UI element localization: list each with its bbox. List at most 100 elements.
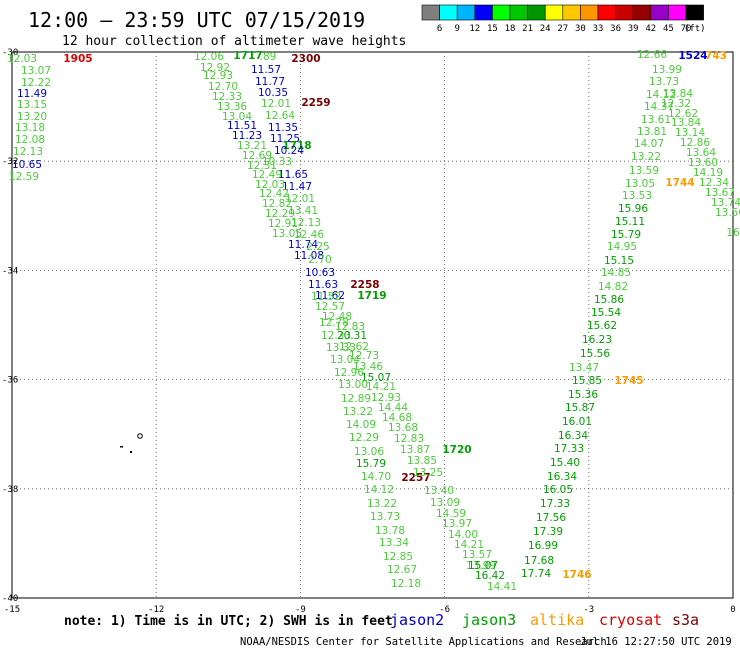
swh-value-label: 14.07 — [634, 138, 664, 150]
swh-value-label: 14.12 — [364, 484, 394, 496]
swh-value-label: 12.29 — [265, 208, 295, 220]
legend-swatch — [509, 4, 528, 21]
satellite-s3a: s3a — [672, 611, 699, 629]
swh-value-label: 12.89 — [341, 393, 371, 405]
swh-value-label: 13.22 — [631, 151, 661, 163]
lon-tick-label: -9 — [295, 605, 306, 615]
swh-value-label: 12.85 — [383, 551, 413, 563]
swh-value-label: 14.70 — [361, 471, 391, 483]
swh-value-label: 10.63 — [305, 267, 335, 279]
swh-value-label: 13.15 — [17, 99, 47, 111]
swh-value-label: 11.08 — [294, 250, 324, 262]
swh-value-label: 12.32 — [661, 98, 691, 110]
satellite-legend: jason2 jason3 altika cryosat s3a — [390, 611, 699, 629]
legend-label: 36 — [610, 24, 621, 34]
legend-label: 21 — [522, 24, 533, 34]
swh-value-label: 11.74 — [288, 239, 318, 251]
swh-value-label: 13.84 — [663, 88, 693, 100]
swh-value-label: 11.35 — [268, 122, 298, 134]
swh-value-label: 16.34 — [558, 430, 588, 442]
swh-value-label: .89 — [260, 51, 277, 63]
swh-value-label: 13.73 — [649, 76, 679, 88]
swh-value-label: 17.56 — [536, 512, 566, 524]
lat-tick-label: -34 — [2, 266, 18, 276]
swh-value-label: 13.05 — [272, 228, 302, 240]
swh-value-label: 13.56 — [715, 207, 740, 219]
swh-value-label: 10.35 — [258, 87, 288, 99]
legend-swatch — [421, 4, 440, 21]
swh-value-label: 12.64 — [265, 110, 295, 122]
lon-tick-label: 0 — [730, 605, 735, 615]
legend-label: 27 — [557, 24, 568, 34]
swh-value-label: 13.09 — [430, 497, 460, 509]
swh-value-label: 12.82 — [262, 198, 292, 210]
swh-value-label: 12.70 — [208, 81, 238, 93]
swh-value-label: 16.05 — [543, 484, 573, 496]
swh-value-label: 13.18 — [15, 122, 45, 134]
timestamp: Jul 16 12:27:50 UTC 2019 — [580, 636, 732, 648]
swh-value-label: 13.81 — [637, 126, 667, 138]
lon-tick-label: -3 — [583, 605, 594, 615]
swh-value-label: 12.62 — [339, 341, 369, 353]
swh-value-label: 13.14 — [675, 127, 705, 139]
pass-time-label: 743 — [705, 50, 727, 62]
page-title: 12:00 – 23:59 UTC 07/15/2019 — [28, 8, 365, 32]
longitude-tick-labels: -15 -12 -9 -6 -3 0 — [4, 605, 736, 615]
swh-value-label: 14.85 — [601, 267, 631, 279]
legend-label: 12 — [469, 24, 480, 34]
pass-time-label: 1720 — [442, 444, 471, 456]
swh-value-label: 12.08 — [15, 134, 45, 146]
latitude-tick-labels: -30 -32 -34 -36 -38 -40 — [2, 48, 18, 604]
swh-value-label: 15.15 — [604, 255, 634, 267]
legend-label: 18 — [505, 24, 516, 34]
lon-tick-label: -6 — [439, 605, 450, 615]
legend-swatch — [474, 4, 493, 21]
swh-value-label: 13.57 — [462, 549, 492, 561]
swh-value-label: 14.82 — [598, 281, 628, 293]
swh-value-label: 13.05 — [625, 178, 655, 190]
swh-value-label: 16 — [726, 227, 740, 239]
swh-value-label: 13.07 — [21, 65, 51, 77]
swh-value-label: 13.36 — [217, 101, 247, 113]
swh-value-label: 12.22 — [21, 77, 51, 89]
legend-label: 45 — [663, 24, 674, 34]
legend-label: 24 — [540, 24, 551, 34]
pass-time-label: 1524 — [678, 50, 707, 62]
legend-label: 15 — [487, 24, 498, 34]
lat-tick-label: -40 — [2, 594, 18, 604]
legend-swatch — [492, 4, 511, 21]
swh-value-label: 14.37 — [644, 101, 674, 113]
swh-value-label: 13.68 — [388, 422, 418, 434]
swh-value-label: 11.51 — [227, 120, 257, 132]
legend-swatch — [527, 4, 546, 21]
legend-label: 9 — [454, 24, 459, 34]
swh-value-label: 13.99 — [466, 560, 496, 572]
swh-value-label: 14.95 — [607, 241, 637, 253]
swh-value-label: 15.11 — [615, 216, 645, 228]
swh-value-label: 15.86 — [594, 294, 624, 306]
legend-swatch — [597, 4, 616, 21]
swh-value-label: 11.57 — [251, 64, 281, 76]
swh-value-label: 20.31 — [337, 330, 367, 342]
swh-value-label: 13.47 — [569, 362, 599, 374]
swh-value-label: 15.79 — [611, 229, 641, 241]
swh-value-label: 13.84 — [671, 117, 701, 129]
swh-value-label: 12.46 — [294, 229, 324, 241]
map-frame — [11, 51, 734, 599]
swh-value-label: 13.64 — [686, 147, 716, 159]
swh-value-label: 12.34 — [699, 177, 729, 189]
legend-swatch — [685, 4, 704, 21]
swh-value-label: 16.99 — [528, 540, 558, 552]
legend-label: 70 — [681, 24, 692, 34]
swh-value-label: 12.13 — [291, 217, 321, 229]
legend-swatch — [668, 4, 687, 21]
swh-value-label: 12.01 — [261, 98, 291, 110]
swh-value-label: 14.41 — [487, 581, 517, 593]
swh-value-label: 12.59 — [9, 171, 39, 183]
legend-swatch — [544, 4, 564, 21]
swh-value-label: 12.83 — [394, 433, 424, 445]
swh-value-label: 13.78 — [375, 525, 405, 537]
credit-line: NOAA/NESDIS Center for Satellite Applica… — [240, 636, 607, 648]
